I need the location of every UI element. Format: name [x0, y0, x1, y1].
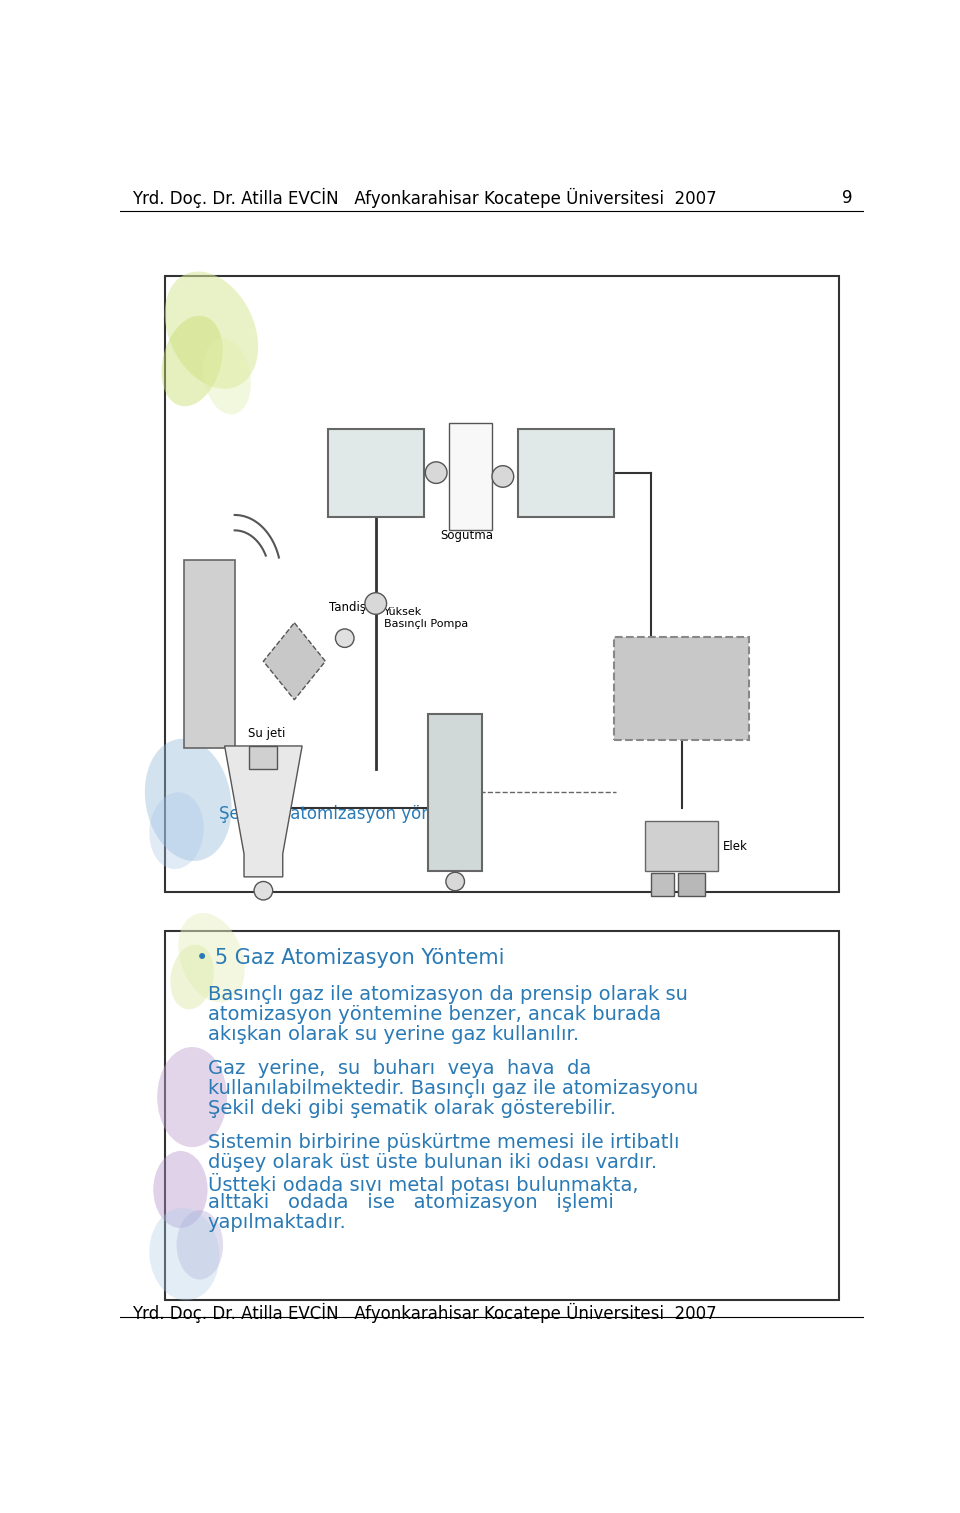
Text: Kurutucu: Kurutucu [650, 682, 714, 694]
Polygon shape [263, 623, 325, 701]
Ellipse shape [165, 271, 258, 389]
Ellipse shape [150, 1207, 219, 1300]
FancyBboxPatch shape [428, 714, 482, 870]
Circle shape [445, 873, 465, 891]
Text: atomizasyon yöntemine benzer, ancak burada: atomizasyon yöntemine benzer, ancak bura… [207, 1005, 660, 1024]
Text: düşey olarak üst üste bulunan iki odası vardır.: düşey olarak üst üste bulunan iki odası … [207, 1153, 657, 1171]
Ellipse shape [157, 1047, 227, 1147]
Text: Su
Giderme: Su Giderme [442, 767, 469, 817]
Ellipse shape [161, 316, 223, 405]
Text: Yüksek
Basınçlı Pompa: Yüksek Basınçlı Pompa [383, 607, 468, 629]
Text: • 5 Gaz Atomizasyon Yöntemi: • 5 Gaz Atomizasyon Yöntemi [196, 947, 504, 968]
Text: Yrd. Doç. Dr. Atilla EVCİN   Afyonkarahisar Kocatepe Üniversitesi  2007: Yrd. Doç. Dr. Atilla EVCİN Afyonkarahisa… [132, 188, 716, 207]
Bar [165, 277, 839, 893]
Ellipse shape [170, 944, 214, 1009]
Text: 9: 9 [842, 189, 852, 207]
Text: Sıcak su
Tankı: Sıcak su Tankı [541, 455, 590, 483]
Text: Sıcak su
Tankı: Sıcak su Tankı [351, 455, 400, 483]
Text: alttaki   odada   ise   atomizasyon   işlemi: alttaki odada ise atomizasyon işlemi [207, 1192, 613, 1212]
Bar [250, 746, 277, 769]
FancyBboxPatch shape [645, 822, 718, 870]
Polygon shape [225, 746, 302, 878]
Circle shape [254, 882, 273, 900]
Text: yapılmaktadır.: yapılmaktadır. [207, 1212, 347, 1232]
Ellipse shape [204, 339, 251, 415]
Text: Gaz  yerine,  su  buharı  veya  hava  da: Gaz yerine, su buharı veya hava da [207, 1059, 590, 1077]
FancyBboxPatch shape [517, 428, 613, 516]
Text: Elek: Elek [723, 840, 748, 852]
Text: Sistemin birbirine püskürtme memesi ile irtibatlı: Sistemin birbirine püskürtme memesi ile … [207, 1133, 679, 1151]
Text: Basınçlı gaz ile atomizasyon da prensip olarak su: Basınçlı gaz ile atomizasyon da prensip … [207, 985, 687, 1003]
Text: akışkan olarak su yerine gaz kullanılır.: akışkan olarak su yerine gaz kullanılır. [207, 1024, 579, 1044]
Ellipse shape [150, 793, 204, 868]
FancyBboxPatch shape [184, 560, 235, 747]
Ellipse shape [145, 738, 231, 861]
Text: kullanılabilmektedir. Basınçlı gaz ile atomizasyonu: kullanılabilmektedir. Basınçlı gaz ile a… [207, 1079, 698, 1097]
Bar [449, 422, 492, 531]
Text: Soğutma: Soğutma [441, 530, 493, 542]
Ellipse shape [177, 1210, 223, 1280]
Text: Tandiş: Tandiş [329, 601, 367, 614]
Text: Yrd. Doç. Dr. Atilla EVCİN   Afyonkarahisar Kocatepe Üniversitesi  2007: Yrd. Doç. Dr. Atilla EVCİN Afyonkarahisa… [132, 1303, 716, 1324]
Bar [678, 873, 706, 896]
Text: Generatör: Generatör [204, 623, 216, 684]
Text: Şekil deki gibi şematik olarak gösterebilir.: Şekil deki gibi şematik olarak gösterebi… [207, 1098, 615, 1118]
Text: Su jeti: Su jeti [248, 726, 285, 740]
Bar [651, 873, 674, 896]
Ellipse shape [154, 1151, 207, 1229]
FancyBboxPatch shape [327, 428, 423, 516]
Ellipse shape [179, 912, 245, 1003]
Bar [165, 930, 839, 1300]
FancyBboxPatch shape [614, 637, 750, 740]
Text: Atomizör: Atomizör [258, 787, 269, 837]
Circle shape [425, 461, 447, 483]
Text: Şekil Su atomizasyon yöntemi: Şekil Su atomizasyon yöntemi [219, 805, 469, 823]
Text: Üstteki odada sıvı metal potası bulunmakta,: Üstteki odada sıvı metal potası bulunmak… [207, 1173, 638, 1195]
Circle shape [492, 466, 514, 487]
Circle shape [365, 593, 387, 614]
Circle shape [335, 629, 354, 648]
